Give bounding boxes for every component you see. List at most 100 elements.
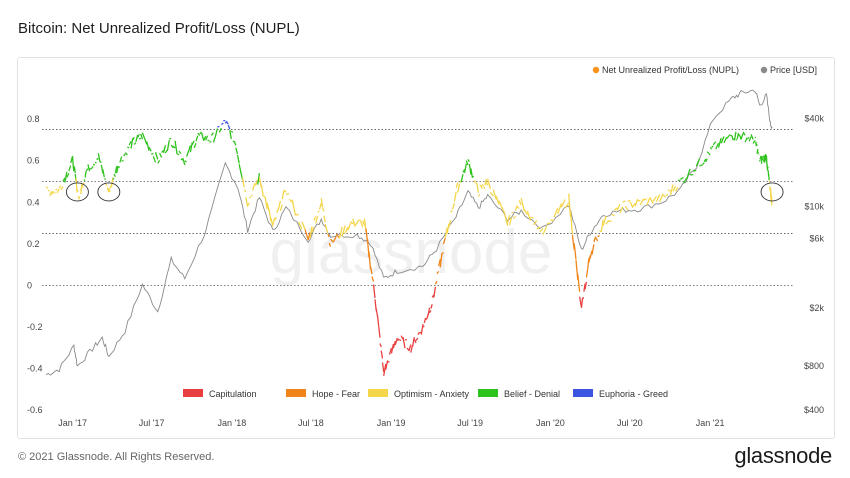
copyright-text: © 2021 Glassnode. All Rights Reserved. — [18, 451, 215, 463]
y-left-tick-label: -0.4 — [27, 363, 43, 373]
annotation-circle — [65, 182, 89, 202]
nupl-segment — [484, 178, 487, 186]
nupl-segment — [470, 168, 474, 178]
zone-legend-swatch — [368, 389, 388, 397]
nupl-segment — [279, 204, 283, 212]
nupl-segment — [270, 218, 274, 227]
watermark: glassnode — [270, 218, 553, 287]
nupl-segment — [283, 189, 287, 193]
nupl-segment — [371, 276, 375, 282]
nupl-segment — [762, 155, 766, 162]
nupl-segment — [767, 174, 770, 181]
nupl-segment — [758, 153, 760, 155]
nupl-segment — [148, 146, 152, 152]
nupl-segment — [715, 142, 720, 150]
nupl-line — [45, 119, 773, 377]
chart-panel: glassnode -0.6 -0.4 -0.2 0 0.2 0.4 0.6 0.8 $400 $8… — [17, 57, 835, 439]
nupl-segment — [752, 139, 756, 144]
nupl-segment — [80, 184, 83, 195]
nupl-segment — [124, 152, 128, 156]
x-tick-label: Jan '21 — [696, 418, 725, 428]
nupl-segment — [655, 194, 661, 202]
nupl-segment — [235, 147, 239, 155]
nupl-segment — [746, 136, 750, 140]
annotation-circle — [760, 182, 784, 202]
nupl-segment — [264, 196, 268, 210]
nupl-segment — [481, 184, 485, 187]
nupl-segment — [146, 141, 150, 151]
nupl-segment — [332, 235, 337, 243]
nupl-segment — [330, 238, 334, 243]
y-left-tick-label: 0 — [27, 280, 32, 290]
nupl-segment — [726, 135, 730, 140]
nupl-segment — [750, 134, 754, 140]
nupl-segment — [709, 146, 713, 150]
nupl-segment — [577, 274, 581, 292]
nupl-segment — [436, 270, 440, 275]
nupl-segment — [388, 347, 393, 355]
nupl-segment — [766, 166, 769, 170]
nupl-segment — [90, 166, 94, 170]
nupl-segment — [226, 121, 229, 125]
nupl-segment — [71, 156, 75, 170]
nupl-segment — [255, 179, 259, 185]
nupl-segment — [728, 134, 733, 137]
nupl-segment — [514, 205, 518, 211]
nupl-segment — [740, 133, 744, 140]
nupl-segment — [473, 180, 476, 183]
nupl-segment — [463, 163, 467, 174]
nupl-segment — [203, 136, 207, 142]
nupl-segment — [360, 220, 364, 228]
nupl-segment — [116, 165, 119, 174]
nupl-segment — [150, 152, 154, 155]
nupl-segment — [45, 186, 49, 189]
nupl-segment — [379, 343, 382, 348]
x-tick-label: Jul '20 — [617, 418, 643, 428]
nupl-segment — [489, 191, 494, 197]
nupl-segment — [560, 199, 566, 208]
nupl-segment — [180, 158, 184, 161]
nupl-segment — [506, 214, 511, 224]
nupl-segment — [646, 197, 651, 206]
nupl-segment — [113, 173, 116, 177]
nupl-segment — [341, 225, 346, 237]
zone-legend-swatch — [286, 389, 306, 397]
x-tick-label: Jan '19 — [377, 418, 406, 428]
y-right-tick-label: $400 — [804, 405, 824, 415]
nupl-segment — [444, 227, 448, 238]
nupl-segment — [170, 144, 174, 149]
nupl-segment — [408, 344, 412, 352]
nupl-segment — [613, 207, 618, 211]
nupl-segment — [392, 340, 396, 349]
nupl-segment — [761, 156, 764, 161]
nupl-segment — [83, 179, 86, 182]
nupl-segment — [338, 226, 343, 239]
nupl-segment — [711, 145, 714, 148]
nupl-segment — [627, 199, 631, 203]
nupl-segment — [352, 218, 356, 227]
nupl-segment — [178, 150, 182, 154]
nupl-segment — [185, 151, 190, 157]
nupl-segment — [350, 221, 354, 225]
nupl-segment — [133, 142, 137, 145]
nupl-segment — [127, 146, 130, 149]
nupl-segment — [442, 237, 446, 245]
nupl-segment — [520, 197, 525, 212]
nupl-segment — [224, 120, 228, 124]
nupl-segment — [137, 134, 140, 138]
nupl-segment — [238, 164, 242, 173]
nupl-segment — [731, 135, 734, 141]
nupl-segment — [398, 339, 402, 342]
nupl-segment — [243, 189, 247, 193]
nupl-segment — [762, 155, 765, 158]
nupl-segment — [564, 202, 570, 209]
nupl-segment — [765, 155, 768, 166]
x-tick-label: Jul '19 — [457, 418, 483, 428]
nupl-segment — [321, 207, 325, 212]
nupl-segment — [720, 136, 725, 144]
nupl-legend-dot — [592, 66, 600, 74]
nupl-segment — [477, 194, 481, 197]
nupl-segment — [262, 195, 266, 198]
nupl-segment — [736, 132, 740, 139]
nupl-segment — [193, 142, 197, 149]
